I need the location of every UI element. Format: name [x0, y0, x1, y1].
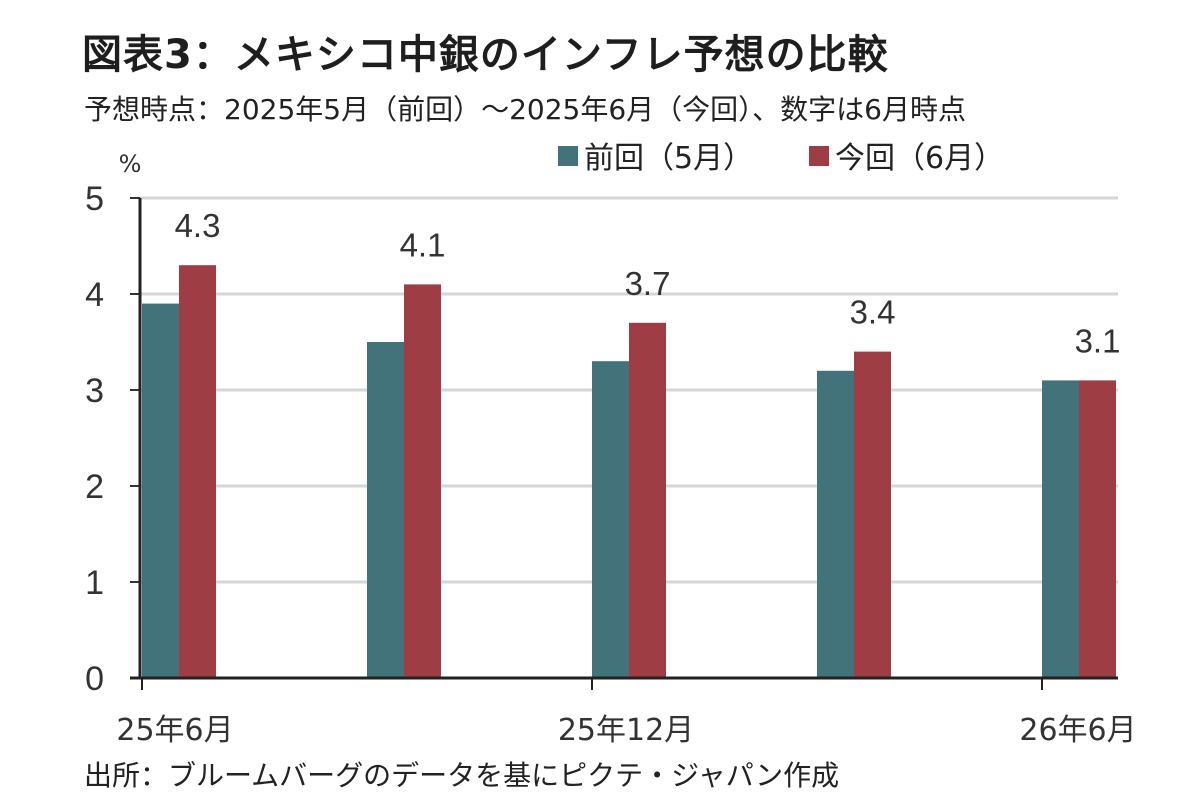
bar-previous-2	[592, 361, 629, 678]
data-label-4: 3.1	[1075, 322, 1121, 359]
source-note: 出所：ブルームバーグのデータを基にピクテ・ジャパン作成	[84, 759, 840, 792]
bar-current-4	[1079, 380, 1116, 678]
data-label-0: 4.3	[175, 207, 221, 244]
bar-current-2	[629, 322, 666, 678]
bar-current-0	[179, 265, 216, 678]
y-tick-label-3: 3	[85, 372, 104, 410]
data-label-2: 3.7	[625, 265, 671, 302]
x-tick-label-4: 26年6月	[1019, 713, 1136, 748]
bar-current-1	[404, 284, 441, 678]
data-label-3: 3.4	[850, 294, 896, 331]
x-tick-label-2: 25年12月	[558, 713, 694, 748]
y-tick-label-2: 2	[85, 468, 104, 506]
x-tick-label-0: 25年6月	[116, 713, 233, 748]
data-label-1: 4.1	[400, 226, 446, 263]
y-unit-label: %	[119, 150, 142, 178]
legend-label-1: 今回（6月）	[835, 141, 1004, 176]
bar-previous-0	[142, 303, 179, 678]
y-tick-label-4: 4	[85, 276, 104, 314]
y-tick-label-1: 1	[85, 564, 104, 602]
bar-previous-3	[817, 370, 854, 678]
y-tick-label-0: 0	[85, 660, 104, 698]
chart-subtitle: 予想時点：2025年5月（前回）～2025年6月（今回）、数字は6月時点	[84, 93, 966, 126]
bar-previous-1	[367, 342, 404, 678]
bar-previous-4	[1042, 380, 1079, 678]
legend-swatch-0	[558, 146, 578, 166]
y-tick-label-5: 5	[85, 180, 104, 218]
chart-title: 図表3：メキシコ中銀のインフレ予想の比較	[82, 32, 889, 78]
bar-current-3	[854, 351, 891, 678]
legend-swatch-1	[809, 146, 829, 166]
legend-label-0: 前回（5月）	[584, 141, 753, 176]
